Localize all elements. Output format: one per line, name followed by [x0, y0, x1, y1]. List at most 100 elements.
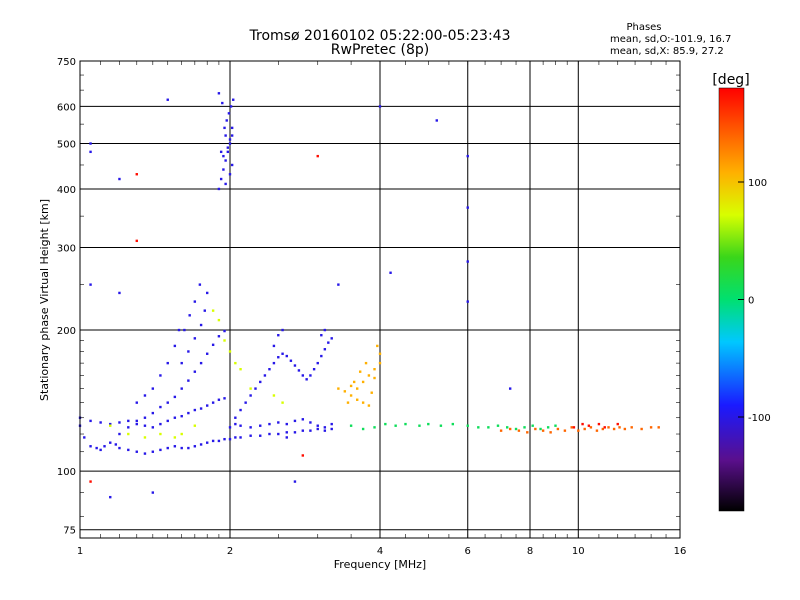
- data-point: [305, 378, 308, 381]
- data-point: [378, 105, 382, 108]
- data-point: [224, 159, 227, 162]
- y-tick-label: 500: [57, 140, 76, 151]
- data-point: [230, 126, 234, 130]
- data-point: [177, 328, 181, 332]
- x-tick-label: 2: [227, 546, 233, 557]
- data-point: [89, 480, 92, 483]
- data-point: [159, 405, 162, 409]
- data-point: [143, 394, 147, 397]
- data-point: [199, 407, 203, 410]
- data-point: [330, 337, 333, 340]
- data-point: [227, 112, 231, 115]
- data-point: [127, 426, 130, 429]
- data-point: [263, 374, 267, 377]
- data-point: [367, 374, 371, 377]
- data-point: [523, 426, 526, 429]
- data-point: [89, 150, 92, 154]
- data-point: [249, 426, 252, 429]
- data-point: [217, 398, 221, 401]
- data-point: [526, 431, 529, 434]
- data-point: [517, 429, 521, 432]
- data-point: [496, 424, 500, 427]
- data-point: [99, 448, 102, 452]
- data-point: [89, 283, 92, 286]
- data-point: [188, 314, 191, 317]
- data-point: [309, 429, 312, 432]
- data-point: [173, 395, 177, 399]
- data-point: [373, 426, 376, 429]
- data-point: [211, 309, 215, 312]
- data-point: [554, 424, 557, 427]
- y-tick-label: 600: [57, 102, 76, 113]
- data-point: [180, 432, 183, 436]
- data-point: [224, 134, 227, 137]
- data-point: [570, 426, 573, 429]
- data-point: [630, 426, 633, 429]
- data-point: [281, 328, 284, 332]
- data-point: [228, 138, 232, 141]
- data-point: [234, 422, 237, 426]
- data-point: [118, 446, 121, 450]
- data-point: [217, 335, 221, 338]
- data-point: [228, 350, 232, 353]
- data-point: [361, 401, 365, 404]
- data-point: [223, 397, 226, 400]
- data-point: [118, 291, 121, 295]
- data-point: [211, 439, 215, 443]
- data-point: [193, 424, 197, 427]
- data-point: [223, 339, 226, 342]
- data-point: [193, 370, 197, 373]
- data-point: [151, 387, 155, 390]
- data-point: [466, 300, 469, 303]
- data-point: [187, 446, 190, 450]
- data-point: [221, 101, 224, 105]
- data-point: [127, 432, 130, 436]
- data-point: [466, 154, 469, 158]
- data-point: [180, 446, 183, 450]
- data-point: [378, 361, 382, 365]
- data-point: [343, 390, 347, 393]
- data-point: [217, 92, 221, 95]
- data-point: [232, 98, 235, 101]
- data-point: [539, 427, 542, 431]
- x-tick-label: 8: [527, 546, 533, 557]
- data-point: [183, 328, 186, 332]
- data-point: [205, 441, 209, 444]
- y-tick-label: 300: [57, 244, 76, 255]
- data-point: [226, 146, 230, 149]
- data-point: [583, 427, 586, 431]
- data-point: [223, 437, 226, 441]
- data-point: [127, 419, 130, 423]
- data-point: [239, 408, 242, 412]
- data-point: [466, 260, 469, 263]
- data-point: [508, 427, 512, 431]
- data-point: [234, 436, 237, 439]
- data-point: [173, 445, 177, 448]
- data-point: [159, 432, 162, 436]
- data-point: [466, 206, 469, 209]
- data-point: [285, 436, 288, 439]
- data-point: [103, 445, 106, 448]
- data-point: [143, 424, 147, 427]
- data-point: [277, 432, 280, 436]
- phases-box-title: Phases: [626, 22, 661, 33]
- data-point: [508, 387, 512, 390]
- data-point: [563, 429, 567, 432]
- data-point: [601, 427, 605, 431]
- data-point: [223, 329, 226, 333]
- data-point: [373, 376, 376, 380]
- data-point: [180, 387, 183, 390]
- data-point: [505, 426, 509, 429]
- data-point: [277, 421, 280, 424]
- data-point: [327, 341, 330, 344]
- data-point: [143, 416, 147, 419]
- data-point: [404, 422, 407, 426]
- data-point: [205, 291, 209, 295]
- data-point: [376, 344, 379, 348]
- data-point: [135, 173, 138, 176]
- data-point: [228, 437, 232, 441]
- data-point: [135, 450, 138, 453]
- data-point: [95, 446, 98, 450]
- data-point: [337, 283, 340, 286]
- colorbar-tick-label: -100: [748, 413, 771, 424]
